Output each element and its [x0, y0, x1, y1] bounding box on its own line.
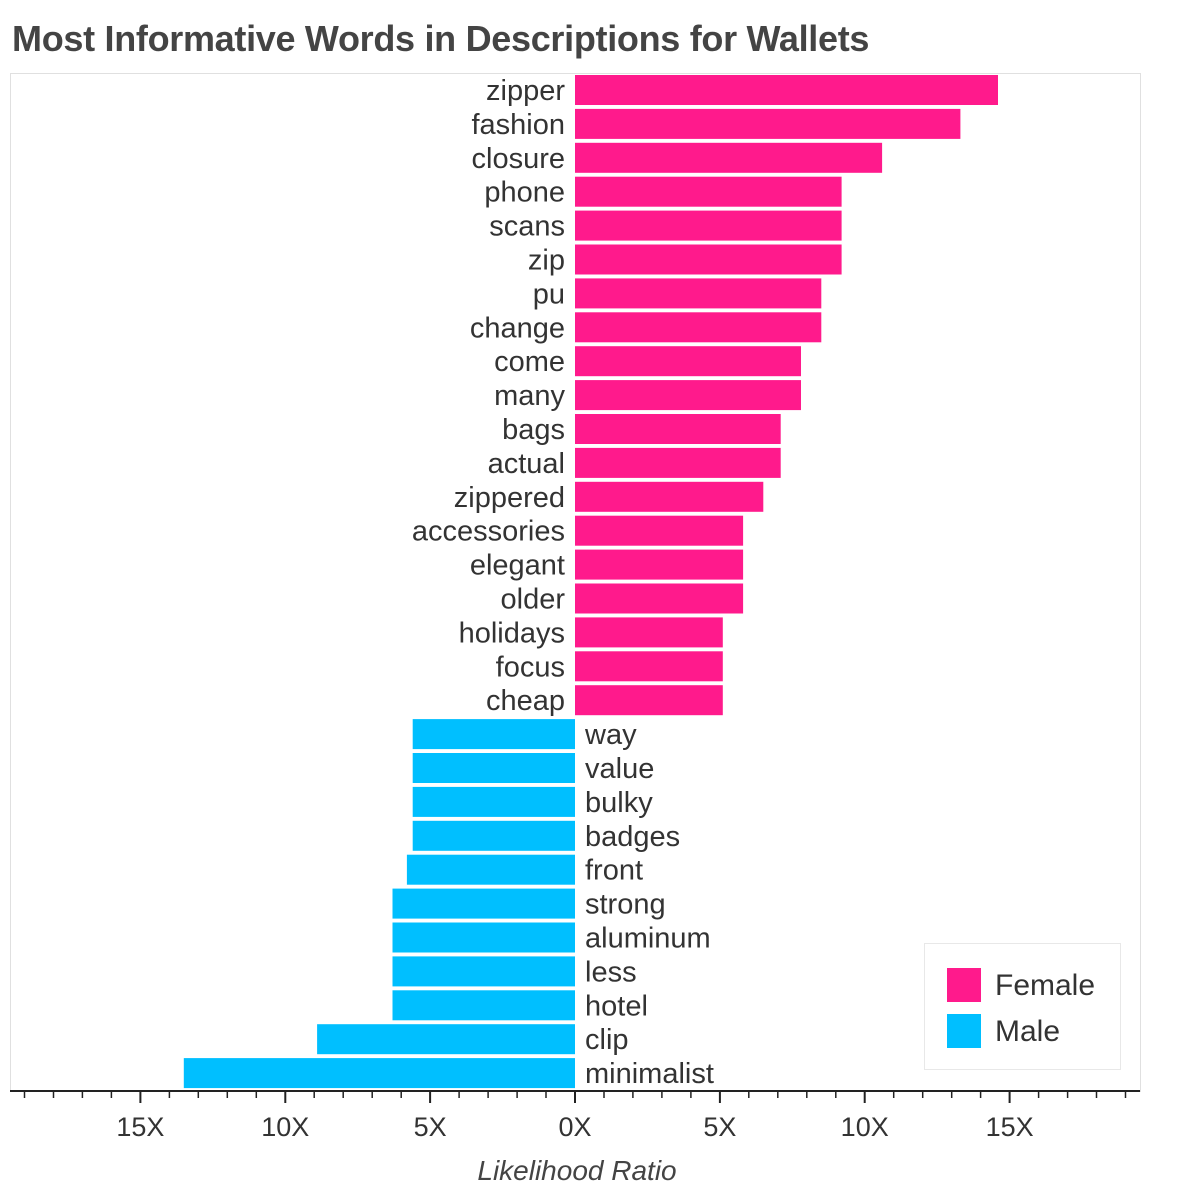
- bar-female-holidays: [575, 617, 723, 648]
- legend-swatch-female: [947, 968, 981, 1002]
- bar-female-elegant: [575, 549, 744, 580]
- word-label-phone: phone: [484, 177, 565, 209]
- word-label-come: come: [494, 346, 565, 378]
- bar-female-zip: [575, 244, 842, 275]
- x-tick-label: 0X: [558, 1112, 591, 1142]
- word-label-fashion: fashion: [471, 109, 565, 141]
- bar-male-strong: [392, 888, 575, 919]
- word-labels: zipperfashionclosurephonescanszippuchang…: [412, 75, 714, 1090]
- x-tick-label: 15X: [986, 1112, 1034, 1142]
- word-label-aluminum: aluminum: [585, 923, 711, 955]
- x-tick-label: 5X: [414, 1112, 447, 1142]
- word-label-holidays: holidays: [459, 617, 565, 649]
- bar-male-minimalist: [183, 1058, 576, 1089]
- bar-female-focus: [575, 651, 723, 682]
- word-label-accessories: accessories: [412, 516, 565, 548]
- word-label-zip: zip: [528, 245, 565, 277]
- bar-male-hotel: [392, 990, 575, 1021]
- x-tick-label: 5X: [703, 1112, 736, 1142]
- bar-male-bulky: [412, 786, 575, 817]
- word-label-strong: strong: [585, 889, 666, 921]
- word-label-cheap: cheap: [486, 685, 565, 717]
- legend-label-male: Male: [995, 1015, 1060, 1048]
- chart-title: Most Informative Words in Descriptions f…: [12, 18, 870, 59]
- legend-swatch-male: [947, 1014, 981, 1048]
- word-label-hotel: hotel: [585, 990, 648, 1022]
- bar-male-way: [412, 719, 575, 750]
- word-label-older: older: [501, 584, 566, 616]
- x-tick-label: 10X: [841, 1112, 889, 1142]
- legend-label-female: Female: [995, 969, 1095, 1002]
- bar-female-zipper: [575, 75, 998, 105]
- x-axis: 15X 10X 5X 0X 5X 10X 15X: [10, 1090, 1140, 1142]
- bars-group: [183, 75, 998, 1089]
- bar-male-less: [392, 956, 575, 987]
- bar-female-come: [575, 346, 801, 377]
- word-label-minimalist: minimalist: [585, 1058, 714, 1090]
- bar-male-aluminum: [392, 922, 575, 953]
- bar-male-clip: [317, 1024, 575, 1055]
- word-label-actual: actual: [488, 448, 565, 480]
- bar-female-older: [575, 583, 744, 614]
- bar-female-actual: [575, 447, 781, 478]
- word-label-pu: pu: [533, 278, 565, 310]
- word-label-bulky: bulky: [585, 787, 653, 819]
- word-label-clip: clip: [585, 1024, 629, 1056]
- bar-female-bags: [575, 414, 781, 444]
- bar-female-change: [575, 312, 822, 343]
- word-label-zippered: zippered: [454, 482, 565, 514]
- bar-female-closure: [575, 142, 883, 173]
- bar-female-many: [575, 380, 801, 411]
- word-label-many: many: [494, 380, 565, 412]
- word-label-elegant: elegant: [470, 550, 565, 582]
- bar-female-fashion: [575, 108, 961, 139]
- word-label-change: change: [470, 312, 565, 344]
- word-label-focus: focus: [496, 651, 565, 683]
- bar-male-front: [406, 854, 575, 885]
- bar-female-phone: [575, 176, 842, 207]
- x-tick-label: 10X: [261, 1112, 309, 1142]
- word-label-way: way: [584, 719, 637, 751]
- legend: Female Male: [924, 943, 1121, 1070]
- word-label-bags: bags: [502, 414, 565, 446]
- word-label-front: front: [585, 855, 643, 887]
- bar-female-cheap: [575, 685, 723, 716]
- plot-area: [10, 73, 1141, 1092]
- x-axis-title: Likelihood Ratio: [477, 1155, 676, 1186]
- word-label-scans: scans: [489, 211, 565, 243]
- bar-male-badges: [412, 820, 575, 851]
- bar-female-zippered: [575, 481, 764, 512]
- legend-box: [924, 943, 1121, 1070]
- word-label-value: value: [585, 753, 654, 785]
- bar-female-pu: [575, 278, 822, 309]
- word-label-less: less: [585, 956, 637, 988]
- word-label-badges: badges: [585, 821, 680, 853]
- bar-female-accessories: [575, 515, 744, 546]
- bar-male-value: [412, 753, 575, 783]
- word-label-closure: closure: [472, 143, 566, 175]
- bar-female-scans: [575, 210, 842, 241]
- x-tick-label: 15X: [116, 1112, 164, 1142]
- word-label-zipper: zipper: [486, 75, 565, 107]
